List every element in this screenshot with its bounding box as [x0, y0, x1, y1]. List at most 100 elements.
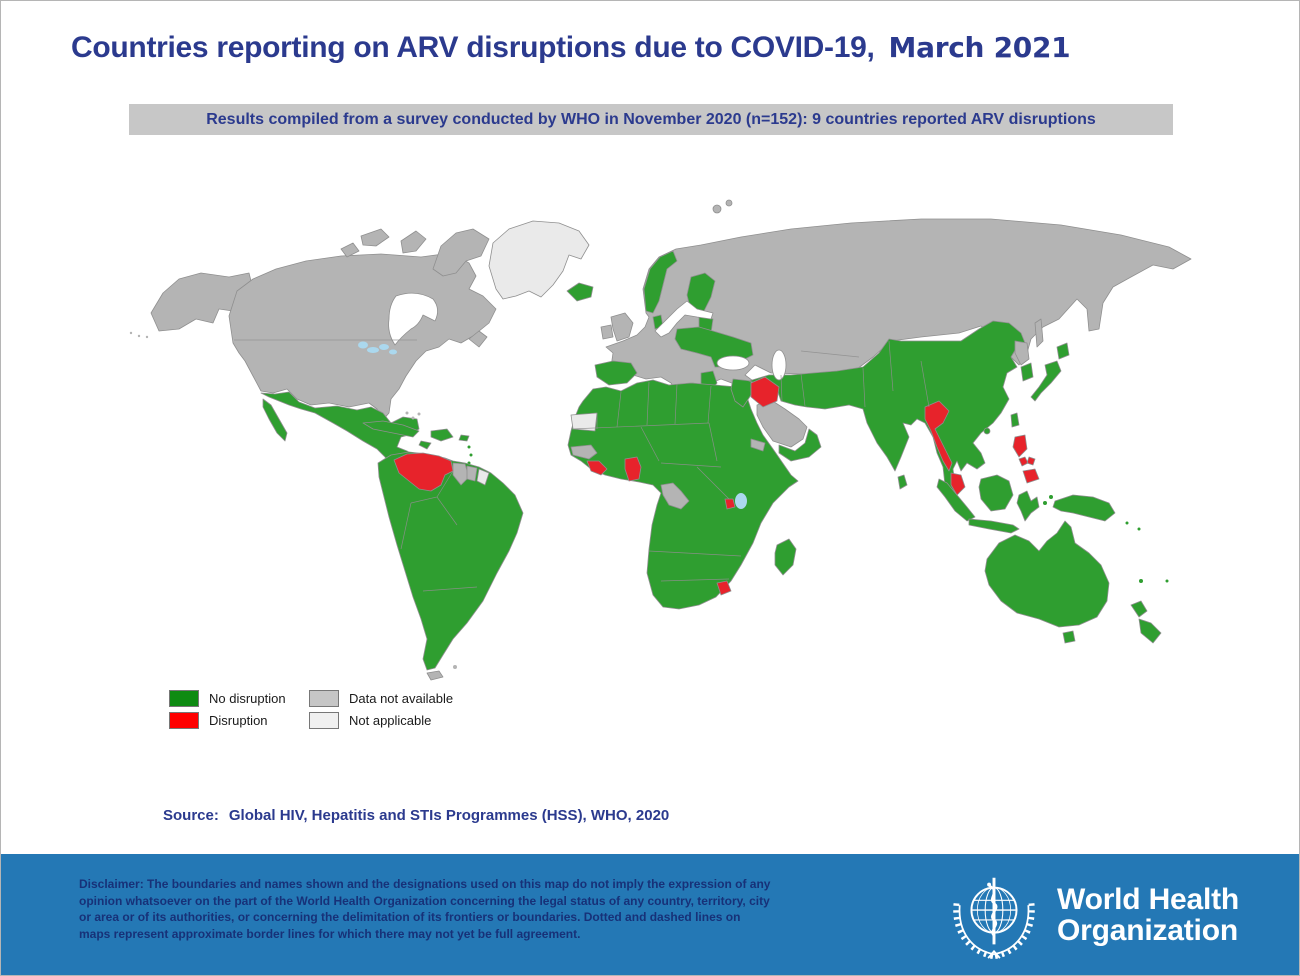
- footer: Disclaimer: The boundaries and names sho…: [1, 854, 1299, 975]
- region-eritrea: [750, 438, 766, 452]
- legend-item-not-applicable: Not applicable: [309, 709, 453, 731]
- region-south-america: [377, 451, 524, 671]
- region-bahamas: [411, 416, 415, 420]
- region-japan: [1030, 342, 1070, 402]
- legend-item-no-data: Data not available: [309, 687, 453, 709]
- moluccas: [1043, 501, 1047, 505]
- region-burundi: [724, 498, 736, 510]
- legend-item-disruption: Disruption: [169, 709, 309, 731]
- legend-swatch-no-data: [309, 689, 339, 707]
- solomon-islands: [1125, 521, 1129, 525]
- region-bahamas: [417, 412, 421, 416]
- legend-label-not-applicable: Not applicable: [349, 712, 432, 728]
- great-lakes: [389, 349, 397, 355]
- region-arctic-islands: [340, 228, 490, 348]
- region-new-guinea: [1052, 494, 1116, 522]
- hudson-bay: [388, 292, 438, 346]
- region-greenland: [488, 220, 590, 300]
- region-suriname: [466, 465, 478, 482]
- region-ghana: [624, 456, 642, 482]
- aleutian-islands: [129, 331, 133, 335]
- legend-swatch-not-applicable: [309, 711, 339, 729]
- region-guyana: [452, 462, 470, 486]
- great-lakes: [367, 347, 379, 353]
- region-iraq: [750, 376, 780, 408]
- lesser-antilles: [469, 453, 473, 457]
- source-line: Source: Global HIV, Hepatitis and STIs Pr…: [163, 807, 669, 824]
- region-taiwan: [1010, 412, 1020, 428]
- who-emblem-icon: [953, 877, 1035, 960]
- disclaimer-text: Disclaimer: The boundaries and names sho…: [79, 877, 771, 941]
- region-iberia: [594, 360, 638, 386]
- region-sri-lanka: [897, 474, 908, 490]
- region-tasmania: [1062, 630, 1076, 644]
- lake-victoria: [735, 493, 747, 509]
- region-svalbard: [712, 204, 722, 214]
- moluccas: [1049, 495, 1053, 499]
- region-norway: [643, 250, 678, 314]
- aleutian-islands: [137, 334, 141, 338]
- region-puerto-rico: [458, 434, 470, 442]
- pacific-islands: [1139, 579, 1143, 583]
- region-north-korea: [1014, 340, 1030, 366]
- region-uk: [610, 312, 634, 342]
- who-logo: World Health Organization: [945, 866, 1239, 964]
- region-philippines: [1012, 434, 1040, 484]
- region-sulawesi: [1016, 490, 1040, 522]
- great-lakes: [379, 344, 389, 350]
- map-legend: No disruption Disruption Data not availa…: [169, 687, 453, 731]
- region-myanmar: [924, 400, 953, 472]
- region-sierra-leone: [586, 460, 608, 476]
- region-svalbard: [725, 199, 733, 207]
- world-map: [101, 161, 1261, 691]
- region-french-guiana: [476, 468, 490, 486]
- region-falkland-islands: [453, 665, 457, 669]
- subtitle-banner: Results compiled from a survey conducted…: [129, 104, 1173, 135]
- region-tierra-del-fuego: [426, 670, 444, 681]
- region-australia: [984, 520, 1110, 628]
- legend-label-disruption: Disruption: [209, 712, 268, 728]
- region-cuba: [362, 420, 420, 438]
- region-venezuela: [393, 452, 454, 492]
- legend-swatch-disruption: [169, 711, 199, 729]
- black-sea: [716, 355, 750, 371]
- region-hainan: [983, 427, 991, 435]
- who-wordmark-line2: Organization: [1057, 914, 1238, 947]
- region-sakhalin: [1034, 318, 1044, 348]
- region-yemen-oman: [778, 428, 822, 462]
- region-madagascar: [774, 538, 797, 576]
- legend-swatch-no-disruption: [169, 689, 199, 707]
- region-iceland: [566, 282, 594, 302]
- region-saudi-arabia: [756, 399, 808, 448]
- baltic-sea: [654, 300, 714, 338]
- lesser-antilles: [467, 445, 471, 449]
- caspian-sea: [771, 349, 787, 381]
- region-north-america: [228, 252, 497, 422]
- solomon-islands: [1137, 527, 1141, 531]
- region-south-korea: [1020, 362, 1034, 382]
- country-borders: [234, 339, 930, 592]
- region-eurasia: [605, 218, 1192, 406]
- region-lesotho: [716, 580, 732, 596]
- source-text: Global HIV, Hepatitis and STIs Programme…: [228, 807, 670, 824]
- region-senegal: [570, 444, 598, 460]
- world-map-svg: [129, 199, 1192, 681]
- region-jamaica: [418, 440, 432, 450]
- source-label: Source:: [163, 807, 219, 824]
- legend-item-no-disruption: No disruption: [169, 687, 309, 709]
- region-new-zealand: [1130, 600, 1162, 644]
- page-title: Countries reporting on ARV disruptions d…: [71, 31, 1071, 65]
- aleutian-islands: [145, 335, 149, 339]
- page-title-text: Countries reporting on ARV disruptions d…: [71, 31, 875, 64]
- region-gabon-congo: [660, 482, 690, 510]
- region-bahamas: [405, 411, 409, 415]
- region-ireland: [600, 324, 614, 340]
- region-hispaniola: [430, 428, 454, 442]
- region-malaysia: [950, 472, 966, 496]
- page-title-date: March 2021: [888, 31, 1071, 64]
- who-wordmark-line1: World Health: [1057, 882, 1240, 916]
- region-finland: [686, 272, 716, 314]
- region-java: [968, 518, 1020, 534]
- legend-label-no-disruption: No disruption: [209, 690, 286, 706]
